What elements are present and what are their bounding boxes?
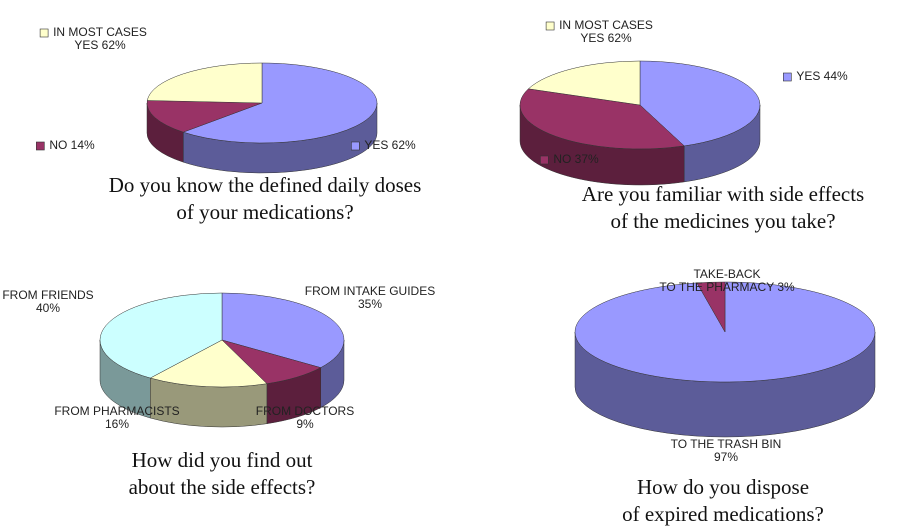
slice-label: FROM DOCTORS (256, 404, 354, 418)
slice-label: 40% (36, 301, 60, 315)
pie-slice (527, 60, 641, 106)
chart-title: about the side effects? (129, 475, 316, 499)
slice-label: NO 14% (49, 138, 95, 152)
slice-label: IN MOST CASES (559, 18, 653, 32)
slice-label: TO THE TRASH BIN (671, 437, 782, 451)
legend-marker (540, 155, 549, 165)
slice-label: 35% (358, 297, 382, 311)
legend-marker (783, 72, 792, 82)
slice-label: NO 37% (553, 152, 599, 166)
legend-marker (351, 141, 360, 151)
slice-label: FROM FRIENDS (2, 288, 93, 302)
legend-marker (36, 141, 45, 151)
slice-label: FROM INTAKE GUIDES (305, 284, 435, 298)
pie-slice (149, 339, 268, 388)
pie-slice (639, 60, 761, 147)
chart-title: of your medications? (176, 200, 353, 224)
chart-title: Do you know the defined daily doses (109, 173, 422, 197)
slice-label: FROM PHARMACISTS (54, 404, 179, 418)
pie-slice (221, 292, 345, 368)
slice-label: YES 62% (74, 38, 126, 52)
slice-label: 16% (105, 417, 129, 431)
pie-slice (99, 292, 223, 379)
pie-slice (146, 100, 263, 133)
chart-title: of the medicines you take? (610, 209, 835, 233)
pie-slice (146, 62, 263, 104)
slice-label: TO THE PHARMACY 3% (659, 280, 795, 294)
slice-label: YES 62% (580, 31, 632, 45)
legend-marker (545, 21, 555, 31)
pie-slice (182, 62, 378, 144)
legend-marker (39, 28, 49, 38)
chart-title: How do you dispose (637, 475, 809, 499)
slice-label: YES 44% (796, 69, 848, 83)
slice-label: IN MOST CASES (53, 25, 147, 39)
chart-title: How did you find out (132, 448, 313, 472)
chart-title: Are you familiar with side effects (582, 182, 864, 206)
slice-label: 97% (714, 450, 738, 464)
slice-label: YES 62% (364, 138, 416, 152)
slice-label: 9% (296, 417, 314, 431)
pie-slice (696, 281, 726, 333)
pie-slice (519, 88, 685, 150)
chart-title: of expired medications? (622, 502, 824, 526)
slice-label: TAKE-BACK (693, 267, 760, 281)
